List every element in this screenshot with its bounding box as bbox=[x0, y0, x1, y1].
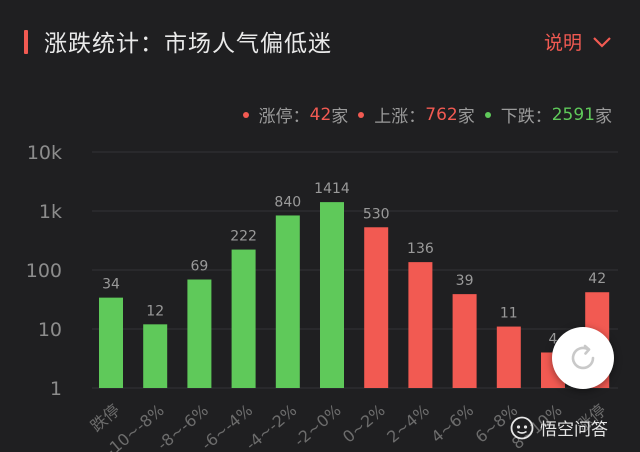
legend-separator: ： bbox=[292, 107, 310, 127]
watermark: 悟空问答 bbox=[510, 415, 608, 440]
watermark-text: 悟空问答 bbox=[540, 420, 608, 440]
y-tick-label: 100 bbox=[26, 260, 62, 282]
legend-dot bbox=[358, 111, 365, 118]
bar bbox=[187, 279, 212, 388]
legend-separator: ： bbox=[534, 107, 552, 127]
bar-value-label: 69 bbox=[190, 259, 208, 275]
legend: 涨停 ： 42 家 上涨 ： 762 家 下跌 ： 2591 家 bbox=[233, 102, 612, 127]
chevron-down-icon bbox=[593, 36, 611, 48]
bar-value-label: 1414 bbox=[314, 181, 350, 197]
y-tick-label: 10k bbox=[27, 142, 62, 164]
x-category-label: 跌停 bbox=[87, 401, 124, 436]
page-title: 涨跌统计：市场人气偏低迷 bbox=[44, 31, 332, 57]
bar bbox=[408, 262, 433, 388]
bar bbox=[320, 202, 344, 388]
bar bbox=[99, 297, 123, 388]
legend-name: 涨停 bbox=[258, 107, 293, 127]
bar bbox=[496, 326, 521, 388]
wukong-logo-icon bbox=[510, 416, 534, 439]
distribution-chart: 10k1k10010134跌停12-10~-8%69-8~-6%222-6~-4… bbox=[26, 142, 618, 452]
explain-label: 说明 bbox=[543, 32, 582, 54]
bar-value-label: 530 bbox=[363, 206, 390, 222]
bar-value-label: 12 bbox=[146, 303, 164, 319]
legend-unit: 家 bbox=[457, 107, 475, 127]
y-tick-label: 1 bbox=[50, 378, 62, 400]
bar-value-label: 222 bbox=[230, 229, 257, 245]
x-category-label: 0~2% bbox=[339, 401, 389, 447]
bar-value-label: 39 bbox=[456, 273, 474, 289]
bar-value-label: 11 bbox=[500, 306, 518, 322]
bar-value-label: 42 bbox=[588, 271, 606, 287]
x-category-label: 4~6% bbox=[427, 401, 477, 447]
legend-separator: ： bbox=[408, 107, 426, 127]
legend-value: 42 bbox=[309, 104, 332, 125]
bar bbox=[275, 215, 300, 388]
legend-dot bbox=[242, 111, 249, 118]
legend-dot bbox=[484, 111, 491, 118]
x-category-label: -2~0% bbox=[290, 401, 344, 451]
legend-name: 上涨 bbox=[374, 107, 409, 127]
bar bbox=[452, 294, 477, 388]
legend-item-limit-up: 涨停 ： 42 家 bbox=[242, 102, 349, 127]
bar-value-label: 4 bbox=[549, 331, 558, 347]
legend-value: 762 bbox=[425, 104, 458, 125]
bar bbox=[143, 324, 168, 388]
refresh-button[interactable] bbox=[552, 327, 614, 389]
bar-value-label: 136 bbox=[407, 241, 434, 257]
bar bbox=[364, 227, 389, 388]
header: 涨跌统计：市场人气偏低迷 说明 bbox=[0, 0, 640, 82]
legend-unit: 家 bbox=[595, 107, 612, 127]
legend-value: 2591 bbox=[551, 104, 595, 125]
bar bbox=[231, 249, 256, 388]
legend-unit: 家 bbox=[331, 107, 349, 127]
explain-button[interactable]: 说明 bbox=[544, 28, 612, 55]
legend-item-fall: 下跌 ： 2591 家 bbox=[484, 102, 612, 127]
refresh-icon bbox=[571, 344, 595, 370]
bar-value-label: 34 bbox=[102, 277, 120, 293]
title-accent-bar bbox=[24, 30, 28, 54]
y-tick-label: 1k bbox=[39, 201, 62, 223]
x-category-label: 2~4% bbox=[383, 401, 433, 447]
legend-name: 下跌 bbox=[500, 107, 535, 127]
legend-item-rise: 上涨 ： 762 家 bbox=[358, 102, 475, 127]
y-tick-label: 10 bbox=[38, 319, 62, 341]
bar-value-label: 840 bbox=[274, 194, 301, 210]
x-category-label: -4~-2% bbox=[242, 401, 301, 452]
